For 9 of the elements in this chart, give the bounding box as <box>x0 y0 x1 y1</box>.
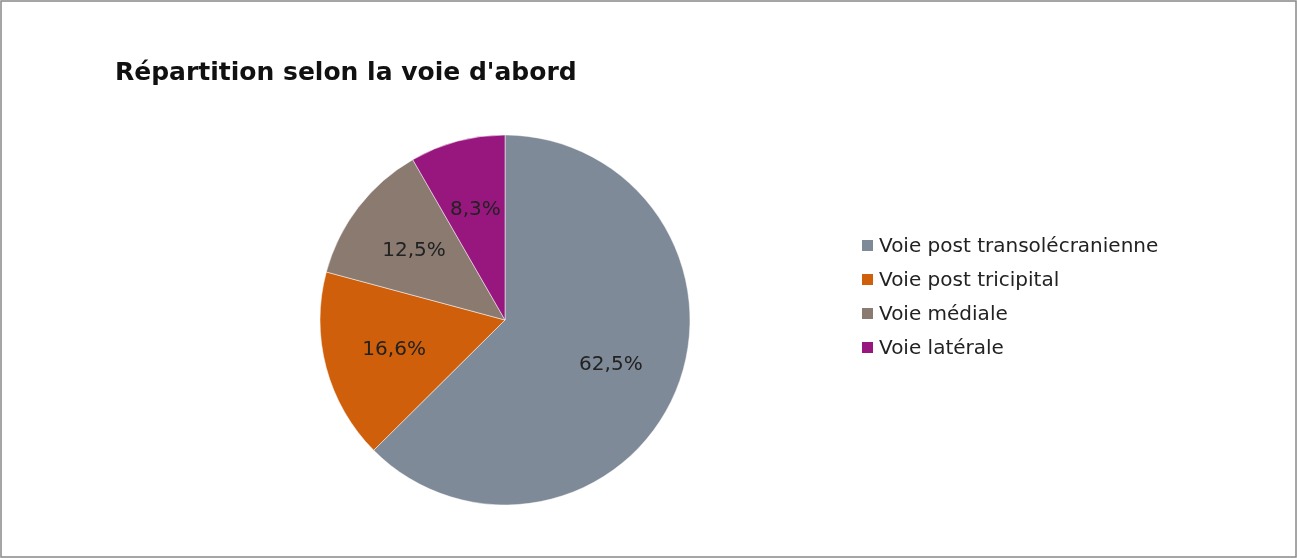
data-label: 62,5% <box>579 350 643 375</box>
legend-label: Voie post tricipital <box>879 266 1060 291</box>
legend-label: Voie médiale <box>879 300 1008 325</box>
data-label: 16,6% <box>362 335 426 360</box>
data-label: 12,5% <box>382 236 446 261</box>
data-label: 8,3% <box>449 195 501 220</box>
chart-title: Répartition selon la voie d'abord <box>115 57 577 86</box>
legend-label: Voie post transolécranienne <box>879 232 1159 257</box>
legend-label: Voie latérale <box>879 334 1004 359</box>
